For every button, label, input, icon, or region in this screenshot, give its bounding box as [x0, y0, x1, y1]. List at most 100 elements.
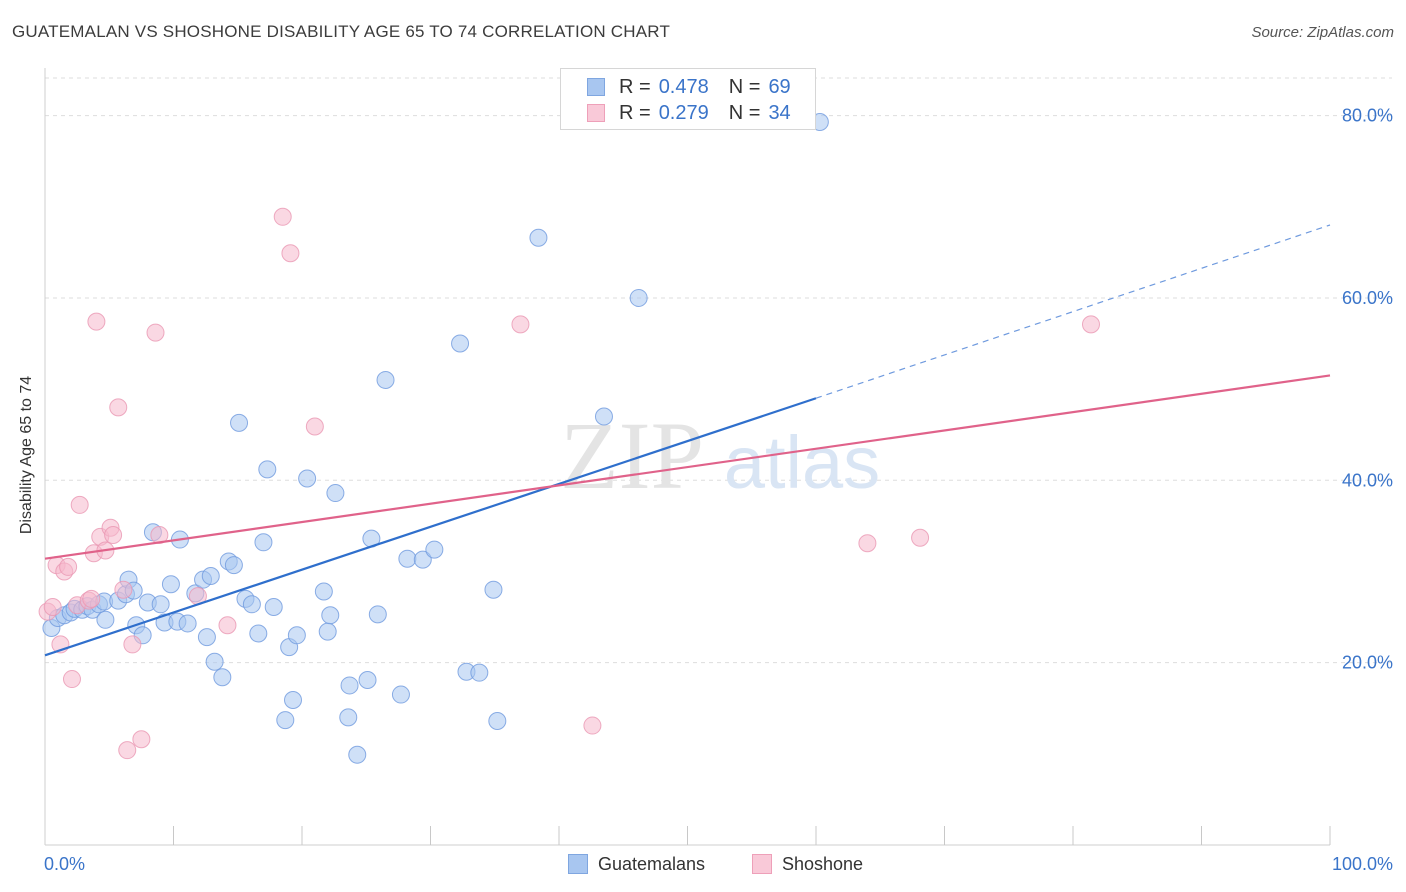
- bottom-legend-shoshone: Shoshone: [752, 852, 863, 876]
- y-tick-label: 40.0%: [1342, 470, 1393, 490]
- y-tick-label: 80.0%: [1342, 106, 1393, 126]
- legend-row-guatemalans: R = 0.478 N = 69: [587, 74, 791, 100]
- data-point: [451, 334, 470, 353]
- bottom-swatch-guatemalans: [568, 854, 588, 874]
- data-point: [484, 580, 503, 599]
- data-point: [197, 628, 216, 647]
- bottom-swatch-shoshone: [752, 854, 772, 874]
- trend-line-guatemalans: [44, 397, 817, 657]
- source-label: Source: ZipAtlas.com: [1251, 24, 1394, 41]
- data-point: [118, 741, 137, 760]
- legend-swatch-guatemalans: [587, 78, 605, 96]
- data-point: [529, 228, 548, 247]
- data-point: [273, 207, 292, 226]
- data-point: [213, 668, 232, 687]
- data-point: [276, 711, 295, 730]
- data-point: [594, 407, 613, 426]
- data-point: [314, 582, 333, 601]
- data-point: [62, 670, 81, 689]
- data-point: [340, 676, 359, 695]
- data-point: [339, 708, 358, 727]
- legend-n-label: N =: [728, 101, 761, 124]
- legend-r-value: 0.478: [658, 75, 709, 98]
- data-point: [358, 670, 377, 689]
- data-point: [146, 323, 165, 342]
- legend-row-shoshone: R = 0.279 N = 34: [587, 100, 791, 126]
- x-tick-label: 0.0%: [44, 854, 85, 874]
- legend-r-label: R =: [619, 75, 651, 98]
- y-tick-label: 60.0%: [1342, 288, 1393, 308]
- data-point: [858, 534, 877, 553]
- data-point: [298, 469, 317, 488]
- data-point: [178, 614, 197, 633]
- data-point: [287, 626, 306, 645]
- data-point: [348, 745, 367, 764]
- legend-swatch-shoshone: [587, 104, 605, 122]
- series-guatemalans: [42, 112, 829, 764]
- tick-labels: 20.0% 40.0% 60.0% 80.0% 0.0% 100.0%: [44, 106, 1393, 874]
- legend-n-value: 34: [768, 101, 791, 124]
- data-point: [109, 398, 128, 417]
- data-point: [258, 460, 277, 479]
- data-point: [96, 610, 115, 629]
- data-point: [321, 606, 340, 625]
- trend-line-guatemalans-extension: [815, 224, 1331, 399]
- data-point: [488, 712, 507, 730]
- data-point: [249, 624, 268, 643]
- data-point: [230, 413, 249, 432]
- trend-line-shoshone: [44, 374, 1331, 560]
- data-point: [161, 575, 180, 594]
- data-point: [205, 652, 224, 671]
- data-point: [43, 598, 62, 617]
- bottom-legend-label: Shoshone: [782, 853, 864, 874]
- data-point: [391, 685, 410, 704]
- legend-n-label: N =: [728, 75, 761, 98]
- data-point: [132, 730, 151, 749]
- data-point: [264, 598, 283, 617]
- data-point: [376, 371, 395, 389]
- data-point: [1081, 315, 1100, 334]
- data-point: [87, 312, 106, 331]
- series-shoshone: [38, 207, 1100, 760]
- legend-r-value: 0.279: [658, 101, 709, 124]
- data-point: [368, 605, 387, 624]
- legend-r-label: R =: [619, 101, 651, 124]
- chart-title: GUATEMALAN VS SHOSHONE DISABILITY AGE 65…: [12, 22, 671, 41]
- data-point: [254, 533, 273, 552]
- data-point: [242, 595, 261, 614]
- data-point: [326, 484, 345, 503]
- data-point: [123, 635, 142, 654]
- watermark-atlas: atlas: [724, 421, 880, 504]
- data-point: [318, 622, 337, 641]
- gridlines: [45, 77, 1392, 664]
- data-point: [305, 417, 324, 436]
- data-point: [470, 663, 489, 682]
- watermark-zip: ZIP: [560, 402, 704, 509]
- data-point: [413, 550, 432, 569]
- data-point: [425, 540, 444, 559]
- y-tick-label: 20.0%: [1342, 653, 1393, 673]
- bottom-legend-guatemalans: Guatemalans: [568, 852, 705, 876]
- data-point: [281, 244, 300, 263]
- data-point: [151, 595, 170, 614]
- data-point: [114, 580, 133, 599]
- axes: [44, 68, 1331, 846]
- stats-legend: R = 0.478 N = 69 R = 0.279 N = 34: [560, 68, 816, 130]
- legend-n-value: 69: [768, 75, 791, 98]
- data-point: [201, 567, 220, 586]
- data-point: [59, 557, 78, 576]
- data-point: [284, 691, 303, 710]
- data-point: [82, 589, 101, 608]
- data-point: [70, 495, 89, 514]
- data-point: [629, 288, 648, 307]
- trend-lines: [44, 224, 1331, 657]
- bottom-legend-label: Guatemalans: [598, 853, 706, 874]
- y-axis-label: Disability Age 65 to 74: [18, 375, 35, 535]
- x-tick-label: 100.0%: [1332, 854, 1393, 874]
- data-point: [583, 716, 602, 735]
- data-point: [104, 526, 123, 544]
- data-point: [511, 315, 530, 334]
- data-point: [398, 549, 417, 568]
- data-point: [911, 528, 930, 547]
